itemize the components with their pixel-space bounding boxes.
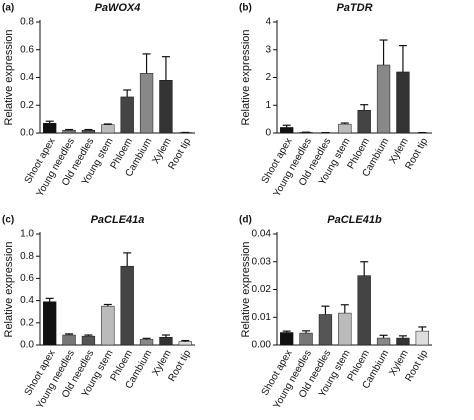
bar xyxy=(62,334,76,346)
y-tick-label: 1.0 xyxy=(20,229,34,240)
bar xyxy=(376,64,391,134)
y-tick-label: 0.6 xyxy=(20,44,34,55)
bar xyxy=(159,80,173,134)
y-tick-label: 0.0 xyxy=(20,128,34,139)
bar xyxy=(415,330,429,346)
bar xyxy=(338,123,352,134)
y-tick-label: 3 xyxy=(265,44,271,55)
y-axis-label: Relative expression xyxy=(240,30,252,126)
bar xyxy=(81,129,96,134)
y-tick-label: 0.00 xyxy=(252,340,272,351)
bar xyxy=(62,129,76,134)
y-tick-label: 0.2 xyxy=(20,317,34,328)
panel-label: (a) xyxy=(2,3,14,14)
bar xyxy=(338,312,352,346)
y-tick-label: 0.6 xyxy=(20,273,34,284)
y-tick-label: 0.02 xyxy=(252,284,272,295)
y-tick-label: 1 xyxy=(265,100,271,111)
y-tick-label: 2 xyxy=(265,72,271,83)
bar xyxy=(357,275,371,346)
bar xyxy=(280,332,294,346)
bar xyxy=(159,336,173,346)
y-tick-label: 0.0 xyxy=(20,340,34,351)
chart-title: PaCLE41a xyxy=(91,214,145,226)
y-tick-label: 0.4 xyxy=(20,295,34,306)
bar xyxy=(43,123,57,134)
panel-label: (b) xyxy=(239,3,252,14)
bar xyxy=(299,332,313,346)
y-tick-label: 0.03 xyxy=(252,256,272,267)
chart-title: PaCLE41b xyxy=(327,214,382,226)
bar xyxy=(357,109,371,134)
bar xyxy=(376,337,391,346)
bar xyxy=(178,341,192,346)
bar xyxy=(43,301,57,346)
bar xyxy=(101,305,115,346)
y-tick-label: 0.2 xyxy=(20,100,34,111)
y-tick-label: 0.04 xyxy=(252,229,272,240)
bar xyxy=(318,314,333,346)
y-tick-label: 0 xyxy=(265,128,271,139)
y-tick-label: 0.01 xyxy=(252,312,272,323)
y-axis-label: Relative expression xyxy=(3,242,15,338)
y-tick-label: 0.4 xyxy=(20,72,34,83)
bar xyxy=(120,265,134,346)
y-axis-label: Relative expression xyxy=(240,242,252,338)
bar xyxy=(396,71,410,134)
bar xyxy=(120,96,134,134)
bar xyxy=(139,73,154,134)
y-tick-label: 0.8 xyxy=(20,17,34,28)
bar xyxy=(396,337,410,346)
y-tick-label: 0.8 xyxy=(20,251,34,262)
panel-label: (d) xyxy=(239,215,252,226)
y-axis-label: Relative expression xyxy=(3,30,15,126)
chart-title: PaWOX4 xyxy=(95,2,141,14)
chart-title: PaTDR xyxy=(336,2,372,14)
bar xyxy=(81,335,96,346)
bar xyxy=(280,127,294,134)
y-tick-label: 4 xyxy=(265,17,271,28)
panel-label: (c) xyxy=(2,215,14,226)
bar xyxy=(139,339,154,346)
bar xyxy=(101,124,115,134)
